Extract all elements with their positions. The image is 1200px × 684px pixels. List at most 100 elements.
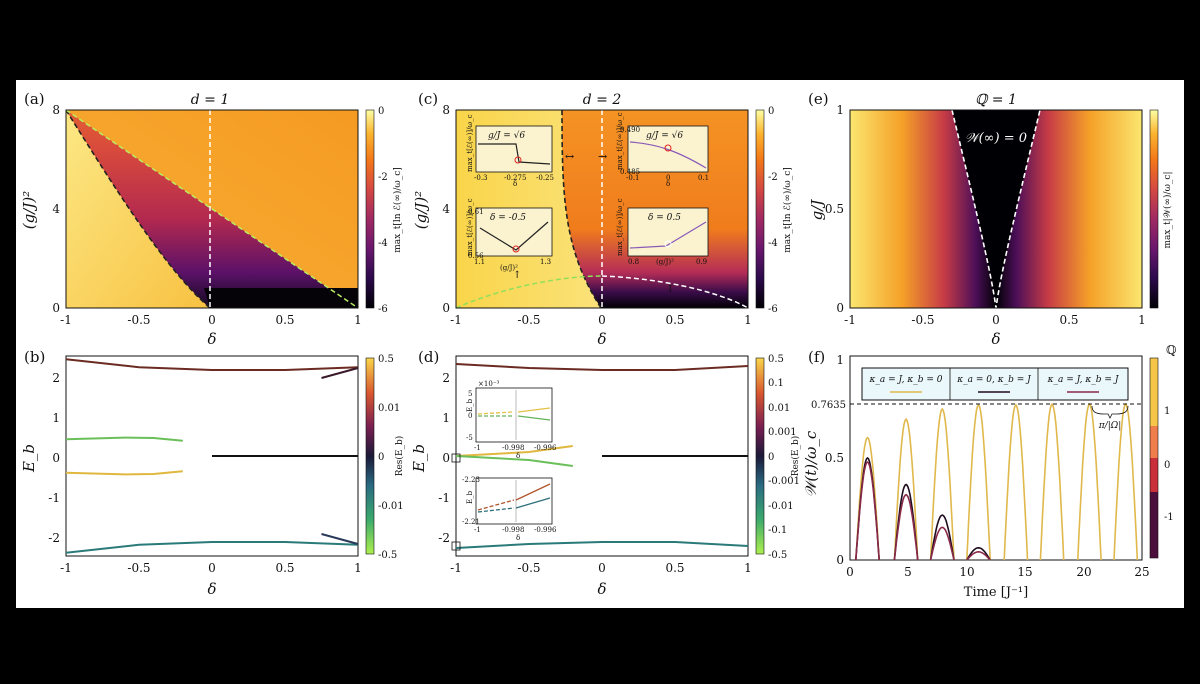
- colorbar-tick: 0: [768, 106, 774, 117]
- arrow-updown-icon: ↕: [666, 284, 674, 295]
- y-tick-label: 0: [442, 301, 450, 315]
- legend-entry: κ_a = J, κ_b = J: [1047, 375, 1120, 385]
- colorbar-c: [755, 109, 765, 309]
- x-tick-label: 0.5: [1059, 313, 1078, 327]
- inset-xtick: 0.1: [698, 174, 709, 182]
- y-tick-label: 2: [52, 371, 60, 385]
- x-tick-label: 25: [1134, 565, 1149, 579]
- x-tick-label: 0: [846, 565, 854, 579]
- y-tick-label: 0: [836, 553, 844, 567]
- series-arc-2-3: [929, 514, 955, 561]
- series-line-upper-band: [65, 358, 359, 371]
- inset-curve: [517, 407, 551, 413]
- colorbar-b: [365, 357, 375, 555]
- colorbar-tick: -0.01: [768, 501, 794, 512]
- inset-xtick: -0.998: [502, 526, 524, 534]
- panel-a: (a) d = 1 -1 -0.5 0 0.5 1 0 4 8 δ (g/J)²…: [20, 90, 403, 348]
- inset-xtick: -0.1: [626, 174, 640, 182]
- plot-d: [455, 363, 749, 549]
- plot-b: [65, 358, 359, 554]
- heatmap-a-left-region: [66, 110, 210, 308]
- y-axis-label-e: g/J: [808, 199, 826, 221]
- colorbar-tick: -0.001: [768, 476, 800, 487]
- inset-xlabel: δ: [666, 180, 670, 188]
- x-tick-label: -1: [450, 313, 462, 327]
- y-tick-label: 1: [442, 411, 450, 425]
- colorbar-tick: -0.5: [378, 550, 397, 561]
- axes-d-yticks: 2 1 0 -1 -2: [438, 371, 450, 545]
- x-tick-label: 1: [744, 561, 752, 575]
- colorbar-f: [1149, 357, 1159, 559]
- x-tick-label: -1: [60, 313, 72, 327]
- colorbar-e-label: max_t|𝒲(∞)/ω_c|: [1162, 171, 1173, 248]
- inset-xtick: -0.25: [536, 174, 554, 182]
- colorbar-tick: -4: [378, 238, 388, 249]
- colorbar-tick: -6: [768, 304, 778, 315]
- series-line-lower-band: [455, 541, 749, 549]
- series-arc-1-6: [1039, 402, 1065, 561]
- inset-ytick: 5: [468, 390, 472, 398]
- panel-a-label: (a): [24, 90, 45, 108]
- inset-curve: [479, 221, 549, 251]
- inset-xtick: -0.275: [504, 174, 526, 182]
- panel-b: (b) -1 -0.5 0 0.5 1 2 1 0 -1 -2 δ E_b 0.…: [20, 348, 405, 598]
- y-tick-label: 0: [836, 301, 844, 315]
- inset-curve: [477, 507, 515, 513]
- series-line-bound-: [455, 445, 573, 457]
- inset-c-top-left: g/J = √6 -0.3 -0.275 -0.25 δ max_t[ℰ(∞)]…: [466, 114, 554, 188]
- colorbar-tick: 0.5: [768, 354, 784, 365]
- x-tick-label: 0: [208, 561, 216, 575]
- inset-title: δ = -0.5: [490, 213, 526, 223]
- inset-xlabel: δ: [513, 180, 517, 188]
- series-line-lower-band: [65, 541, 359, 554]
- x-tick-label: 0: [208, 313, 216, 327]
- inset-curve: [478, 143, 551, 165]
- x-tick-label: 0.5: [275, 313, 294, 327]
- panel-e-label: (e): [808, 90, 829, 108]
- colorbar-c-label: max_t[ln ℰ(∞)/ω_c]: [782, 167, 793, 253]
- inset-ylabel: E_b: [466, 398, 474, 412]
- inset-ytick: -5: [466, 434, 473, 442]
- y-axis-label-c: (g/J)²: [412, 191, 430, 229]
- series-arc-3-4: [966, 550, 991, 561]
- inset-xtick: -0.998: [502, 444, 524, 452]
- series-arc-2-4: [966, 546, 991, 561]
- colorbar-tick: -1: [1164, 512, 1174, 523]
- zoom-box-icon: [451, 541, 461, 551]
- inset-xtick: -1: [474, 526, 481, 534]
- x-tick-label: 1: [1138, 313, 1146, 327]
- inset-ytick: -2.23: [462, 476, 480, 484]
- series-line-lower-branch-right: [321, 533, 359, 545]
- colorbar-tick: -0.01: [378, 501, 404, 512]
- inset-c-bottom-left: δ = -0.5 1.1 1.3 (g/J)² 0.61 0.56 max_t[…: [466, 198, 553, 272]
- inset-xlabel: δ: [516, 452, 520, 460]
- boundary-c-white-dashed: [601, 275, 749, 309]
- inset-ylabel: max_t[ℰ(∞)]/ω_c: [466, 198, 474, 256]
- x-tick-label: 0: [598, 313, 606, 327]
- colorbar-tick: 0.5: [378, 354, 394, 365]
- inset-xtick: -0.3: [474, 174, 488, 182]
- x-tick-label: 5: [904, 565, 912, 579]
- series-line-upper-band: [455, 363, 749, 371]
- inset-curve: [629, 141, 707, 169]
- inset-marker: [664, 144, 672, 152]
- y-tick-label: 0: [52, 301, 60, 315]
- panel-c: (c) d = 2 g/J = √6 -0.3 -0.275 -0.25 δ m…: [412, 90, 793, 348]
- axes-f-xticks: 0 5 10 15 20 25: [846, 565, 1149, 579]
- inset-xtick: -0.996: [534, 526, 557, 534]
- panel-c-label: (c): [418, 90, 438, 108]
- x-tick-label: -1: [450, 561, 462, 575]
- x-tick-label: -0.5: [517, 313, 540, 327]
- y-tick-label: -2: [48, 531, 60, 545]
- inset-xtick: 0.9: [696, 258, 707, 266]
- boundary-c-black-dashed: [561, 109, 602, 309]
- axes-c-xticks: -1 -0.5 0 0.5 1: [450, 313, 752, 327]
- y-axis-label-d: E_b: [410, 444, 428, 473]
- colorbar-tick: -0.5: [768, 550, 787, 561]
- y-tick-label: 4: [442, 202, 450, 216]
- axes-a-yticks: 0 4 8: [52, 103, 60, 315]
- panel-a-title: d = 1: [191, 92, 230, 108]
- colorbar-tick: 0: [378, 106, 384, 117]
- series-arc-1-5: [1003, 403, 1029, 561]
- legend-box: [861, 367, 1129, 401]
